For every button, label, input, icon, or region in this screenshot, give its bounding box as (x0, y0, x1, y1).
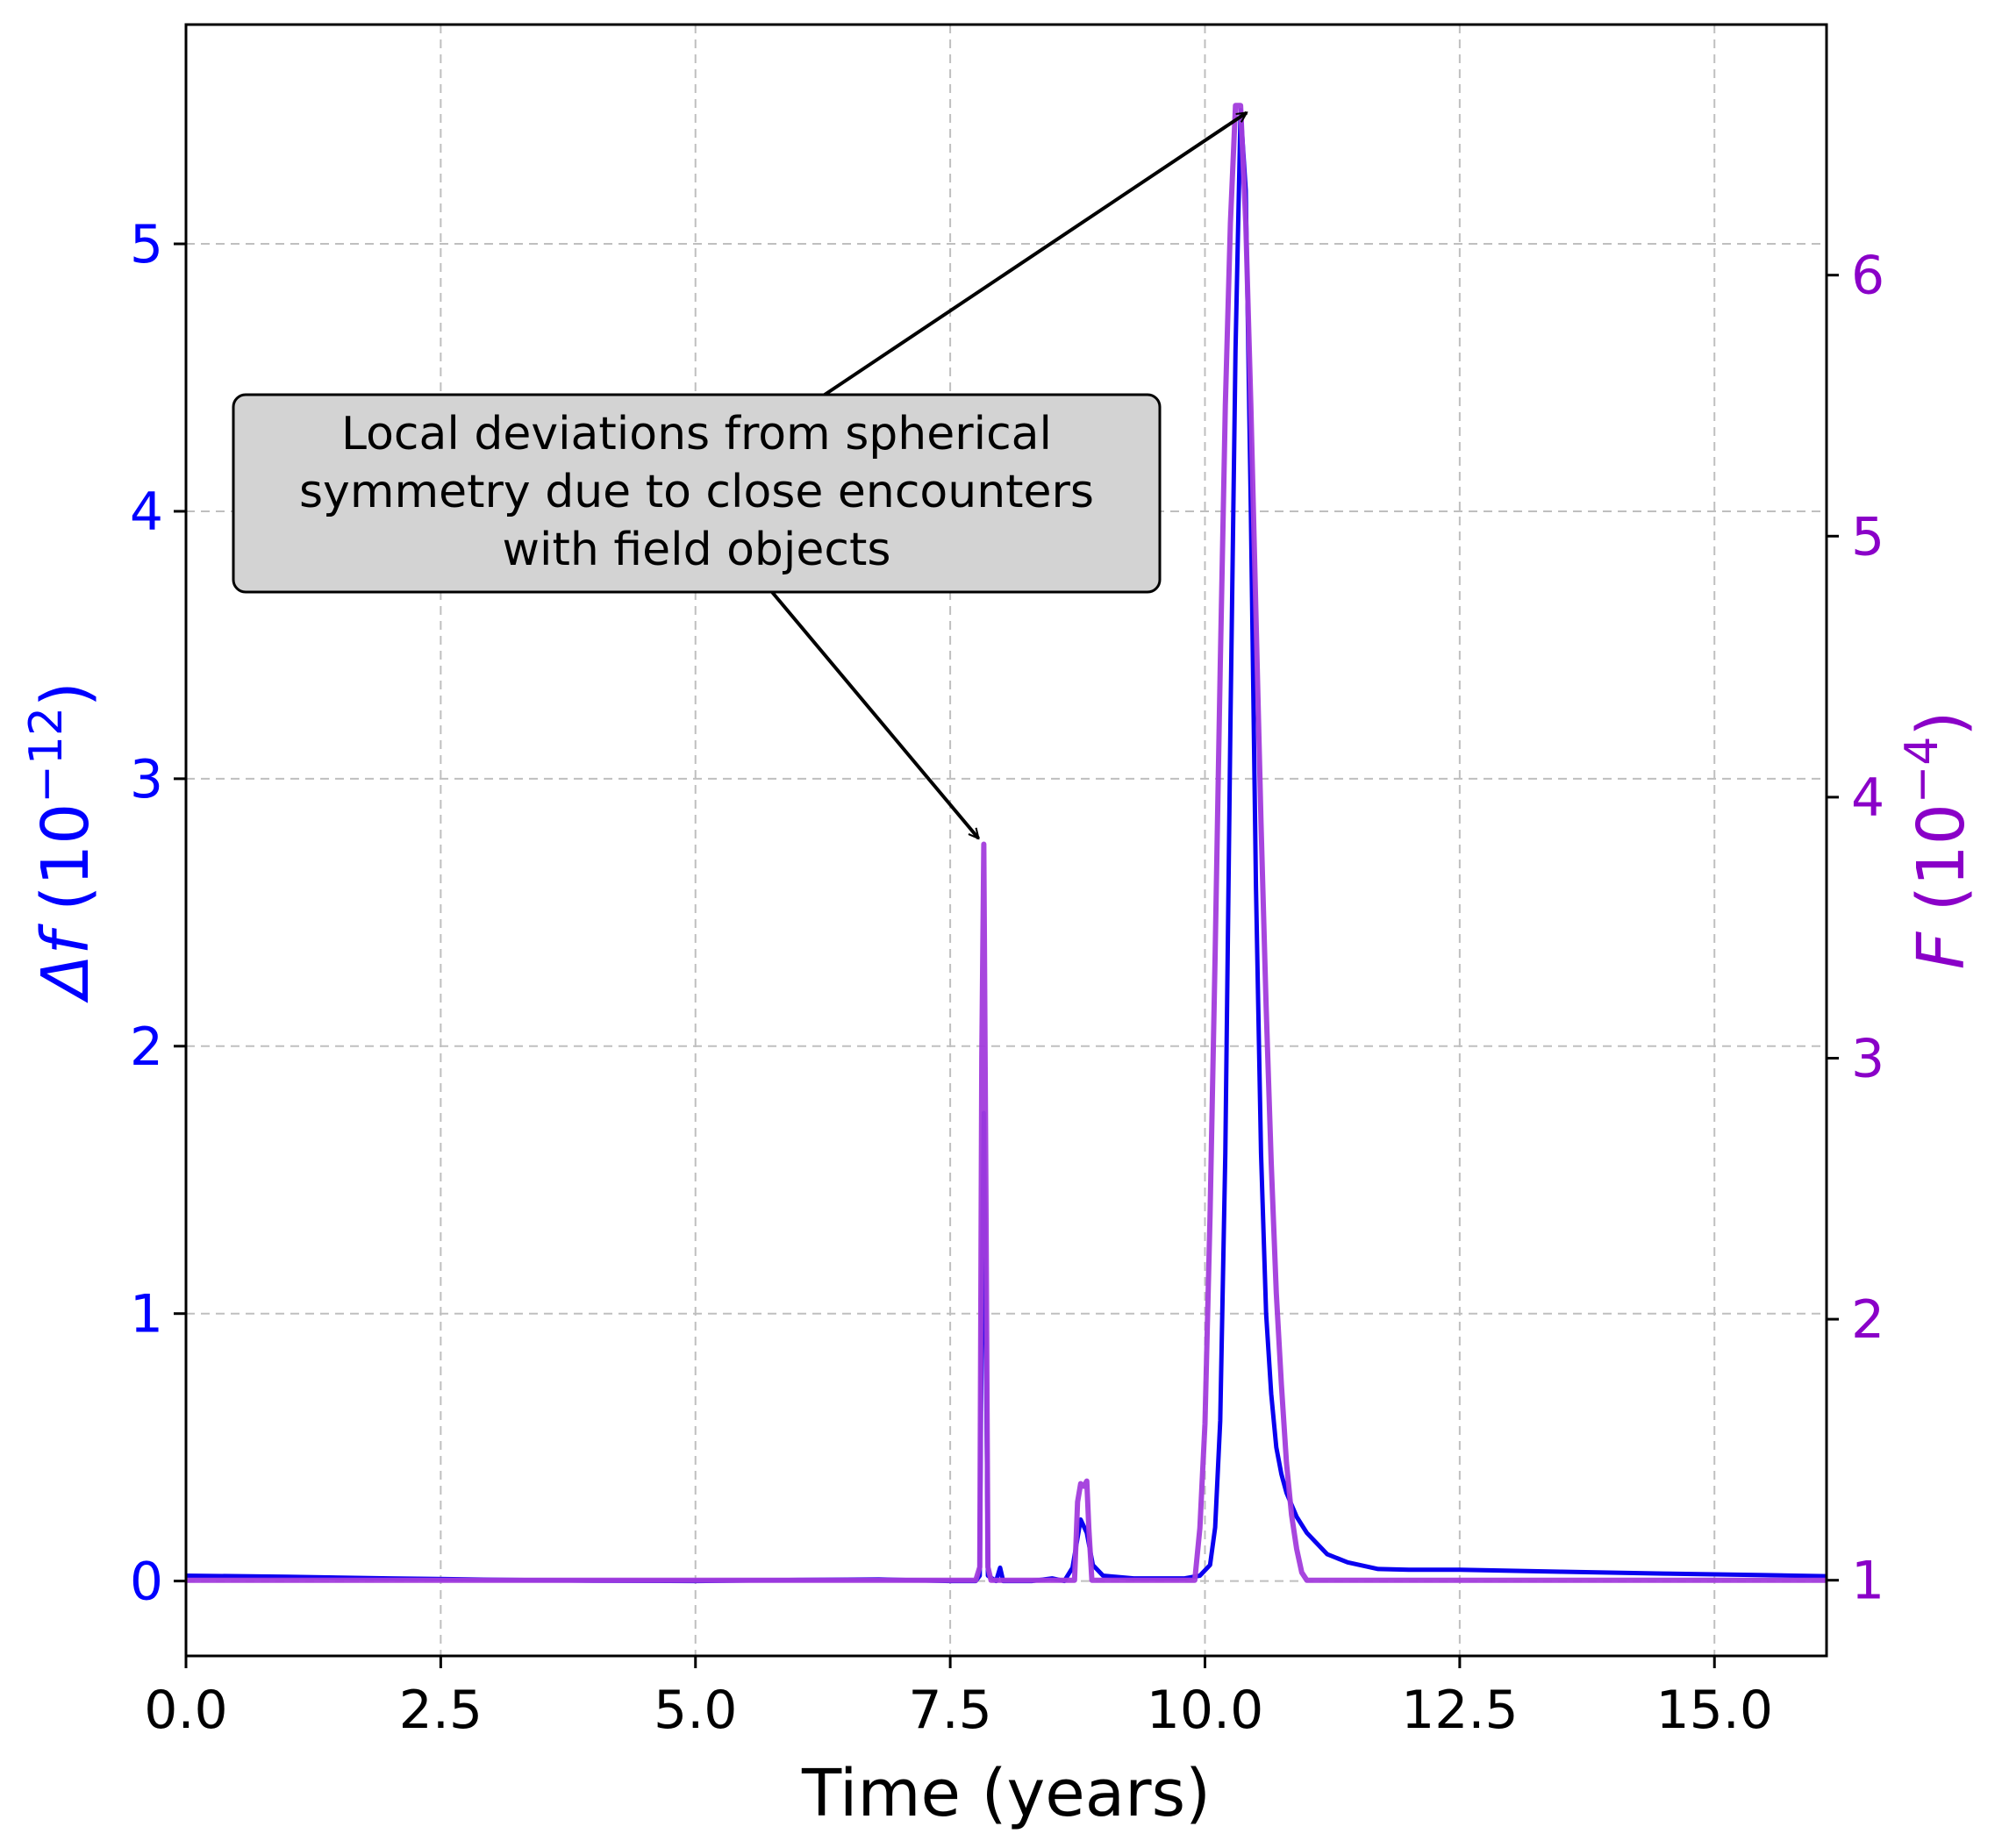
y-right-tick-label: 1 (1851, 1551, 1884, 1612)
y-right-axis-ticks: 1 2 3 4 5 6 (1827, 246, 1884, 1612)
annotation-line-3: with field objects (503, 524, 891, 576)
y-left-tick-label: 0 (130, 1552, 163, 1613)
annotation-line-1: Local deviations from spherical (341, 408, 1052, 460)
svg-text:F (10−4): F (10−4) (1896, 711, 1979, 970)
x-tick-label: 10.0 (1147, 1680, 1264, 1741)
y-right-tick-label: 3 (1851, 1028, 1884, 1089)
annotation-box (232, 393, 1162, 594)
y-right-tick-label: 2 (1851, 1289, 1884, 1351)
x-tick-label: 12.5 (1401, 1680, 1519, 1741)
x-tick-label: 2.5 (399, 1680, 483, 1741)
x-axis-title: Time (years) (801, 1756, 1211, 1831)
y-right-tick-label: 4 (1851, 767, 1884, 829)
y-left-axis-ticks: 0 1 2 3 4 5 (130, 214, 186, 1613)
annotation-line-2: symmetry due to close encounters (299, 466, 1094, 518)
x-tick-label: 7.5 (908, 1680, 991, 1741)
annotation: Local deviations from spherical symmetry… (232, 111, 1247, 838)
annotation-arrow-to-main-peak (823, 111, 1247, 396)
x-tick-label: 15.0 (1655, 1680, 1773, 1741)
x-tick-label: 0.0 (144, 1680, 227, 1741)
y-left-tick-label: 3 (130, 749, 163, 810)
svg-text:Δf (10−12): Δf (10−12) (20, 681, 104, 1003)
plot-background (186, 25, 1827, 1656)
y-left-tick-label: 5 (130, 214, 163, 275)
y-left-tick-label: 2 (130, 1017, 163, 1078)
y-left-tick-label: 4 (130, 482, 163, 543)
y-right-tick-label: 5 (1851, 506, 1884, 567)
plot-frame (184, 23, 1828, 1658)
y-right-tick-label: 6 (1851, 246, 1884, 307)
x-axis-ticks: 0.0 2.5 5.0 7.5 10.0 12.5 15.0 (144, 1656, 1773, 1741)
annotation-arrow-to-first-peak (770, 590, 980, 838)
y-right-axis-title: F (10−4) (1896, 711, 1979, 970)
y-left-tick-label: 1 (130, 1284, 163, 1345)
y-left-axis-title: Δf (10−12) (20, 681, 104, 1003)
x-tick-label: 5.0 (654, 1680, 737, 1741)
series-F-line (186, 103, 1827, 1583)
